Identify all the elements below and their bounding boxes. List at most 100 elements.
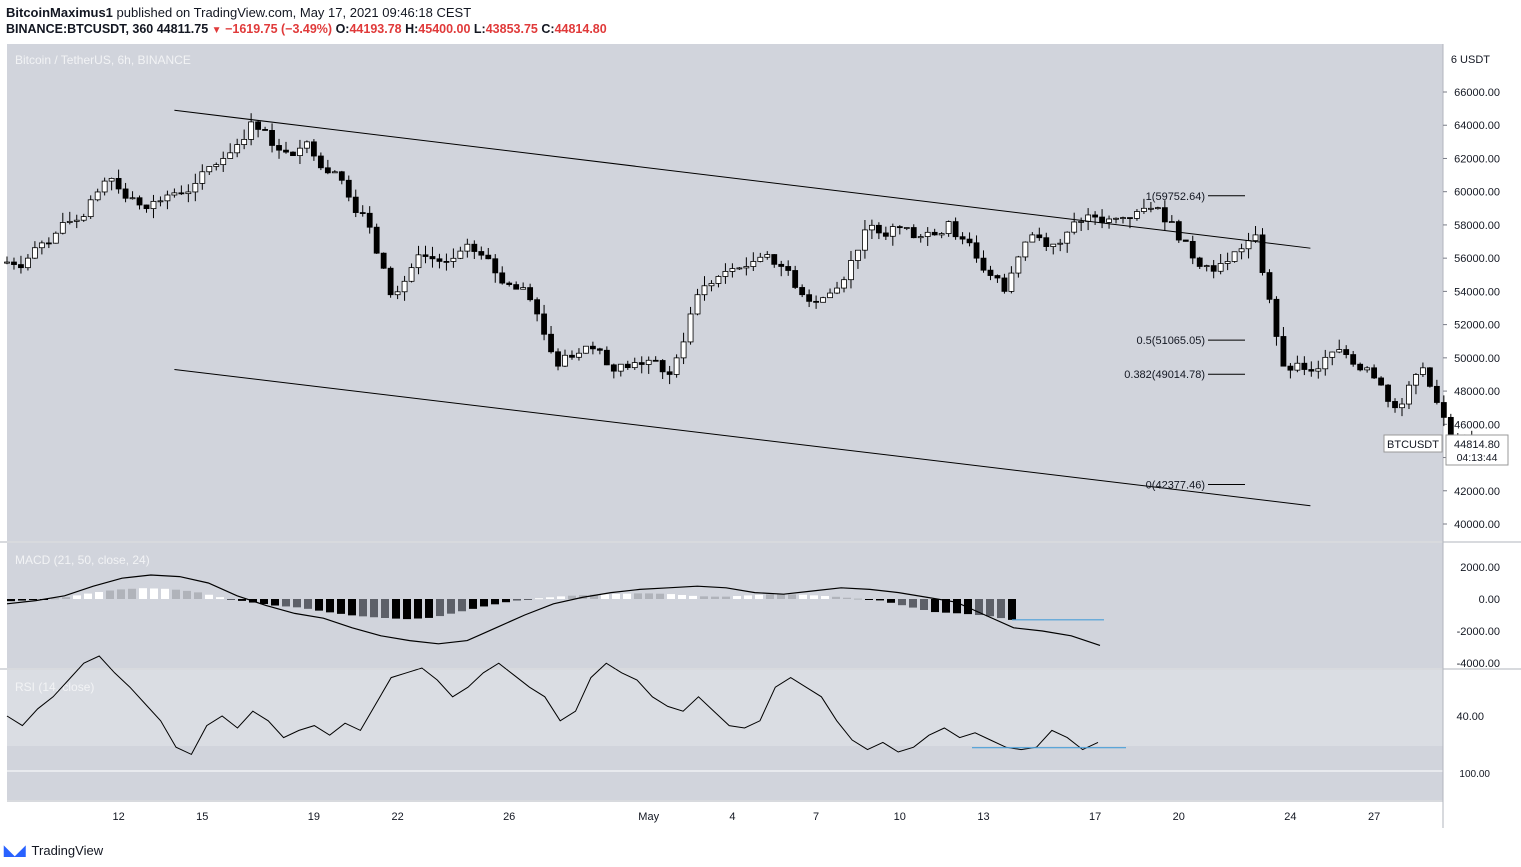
candle[interactable] xyxy=(555,348,561,371)
candle[interactable] xyxy=(192,173,199,202)
candle[interactable] xyxy=(924,227,931,246)
candle[interactable] xyxy=(290,151,296,157)
candle[interactable] xyxy=(1266,269,1273,304)
candle[interactable] xyxy=(1029,232,1036,243)
candle[interactable] xyxy=(799,284,806,298)
candle[interactable] xyxy=(736,267,743,270)
candle[interactable] xyxy=(499,266,506,285)
candle[interactable] xyxy=(813,295,819,309)
candle[interactable] xyxy=(1175,219,1182,243)
candle[interactable] xyxy=(1280,327,1287,367)
candle[interactable] xyxy=(722,263,729,284)
candle[interactable] xyxy=(583,345,589,354)
candle[interactable] xyxy=(820,296,826,303)
candle[interactable] xyxy=(541,304,547,341)
candle[interactable] xyxy=(331,170,338,174)
candle[interactable] xyxy=(959,232,966,245)
candle[interactable] xyxy=(38,240,45,255)
candle[interactable] xyxy=(729,263,736,278)
candle[interactable] xyxy=(778,260,785,277)
candle[interactable] xyxy=(304,140,310,154)
candle[interactable] xyxy=(764,251,771,260)
candle[interactable] xyxy=(848,250,854,289)
candle[interactable] xyxy=(1092,211,1098,225)
candle[interactable] xyxy=(862,219,868,259)
candle[interactable] xyxy=(25,254,31,271)
candle[interactable] xyxy=(1378,376,1384,386)
candle[interactable] xyxy=(1406,381,1412,410)
candle[interactable] xyxy=(624,360,631,370)
candle[interactable] xyxy=(945,220,952,237)
candle[interactable] xyxy=(108,177,115,191)
candle[interactable] xyxy=(297,139,303,165)
candle[interactable] xyxy=(1210,259,1217,279)
candle[interactable] xyxy=(87,195,94,219)
candle[interactable] xyxy=(1399,398,1405,417)
candle[interactable] xyxy=(241,129,248,150)
candle[interactable] xyxy=(1433,379,1440,405)
candle[interactable] xyxy=(1022,241,1029,261)
candle[interactable] xyxy=(1440,395,1447,427)
candle[interactable] xyxy=(269,123,275,153)
candle[interactable] xyxy=(401,275,408,301)
candle[interactable] xyxy=(590,341,596,355)
candle[interactable] xyxy=(938,232,945,239)
candle[interactable] xyxy=(45,237,52,249)
candle[interactable] xyxy=(1015,255,1022,278)
candle[interactable] xyxy=(659,359,666,380)
candle[interactable] xyxy=(1224,252,1231,271)
publisher-name[interactable]: BitcoinMaximus1 xyxy=(6,5,113,20)
candle[interactable] xyxy=(631,357,638,370)
candle[interactable] xyxy=(576,348,582,361)
candle[interactable] xyxy=(610,363,617,379)
candle[interactable] xyxy=(178,185,185,195)
candle[interactable] xyxy=(220,151,227,172)
candle[interactable] xyxy=(164,190,171,210)
candle[interactable] xyxy=(1259,228,1266,276)
candle[interactable] xyxy=(1050,243,1057,255)
candle[interactable] xyxy=(171,188,178,198)
candle[interactable] xyxy=(408,263,415,283)
candle[interactable] xyxy=(1071,212,1078,235)
candle[interactable] xyxy=(903,227,910,231)
candle[interactable] xyxy=(450,248,457,268)
candle[interactable] xyxy=(276,138,282,159)
candle[interactable] xyxy=(1036,227,1043,241)
tradingview-logo-icon[interactable]: ◣◢ xyxy=(4,842,26,858)
candle[interactable] xyxy=(1427,367,1433,388)
candle[interactable] xyxy=(562,349,568,368)
candle[interactable] xyxy=(373,223,380,254)
candle[interactable] xyxy=(889,223,896,246)
candle[interactable] xyxy=(869,219,875,240)
candle[interactable] xyxy=(687,306,694,345)
candle[interactable] xyxy=(478,246,485,260)
candle[interactable] xyxy=(715,275,722,288)
candle[interactable] xyxy=(310,139,317,161)
candle[interactable] xyxy=(987,265,994,281)
candle[interactable] xyxy=(513,281,520,290)
candle[interactable] xyxy=(1203,264,1210,272)
candle[interactable] xyxy=(757,252,764,263)
candle[interactable] xyxy=(157,196,164,207)
candle[interactable] xyxy=(1322,349,1329,376)
candle[interactable] xyxy=(1106,215,1112,229)
candle[interactable] xyxy=(1154,206,1161,210)
candle[interactable] xyxy=(882,226,889,240)
candle[interactable] xyxy=(73,214,80,229)
candle[interactable] xyxy=(464,238,471,258)
candle[interactable] xyxy=(227,143,234,159)
candle[interactable] xyxy=(115,169,122,194)
candle[interactable] xyxy=(931,228,938,236)
candle[interactable] xyxy=(94,188,101,202)
candle[interactable] xyxy=(652,356,659,362)
candle[interactable] xyxy=(875,222,882,240)
candle[interactable] xyxy=(234,138,241,158)
candle[interactable] xyxy=(1189,235,1196,265)
candle[interactable] xyxy=(1336,339,1343,354)
candle[interactable] xyxy=(80,213,87,222)
candle[interactable] xyxy=(52,231,59,244)
candle[interactable] xyxy=(1294,355,1301,373)
candle[interactable] xyxy=(994,274,1001,283)
candle[interactable] xyxy=(1413,373,1419,395)
candle[interactable] xyxy=(255,120,262,138)
